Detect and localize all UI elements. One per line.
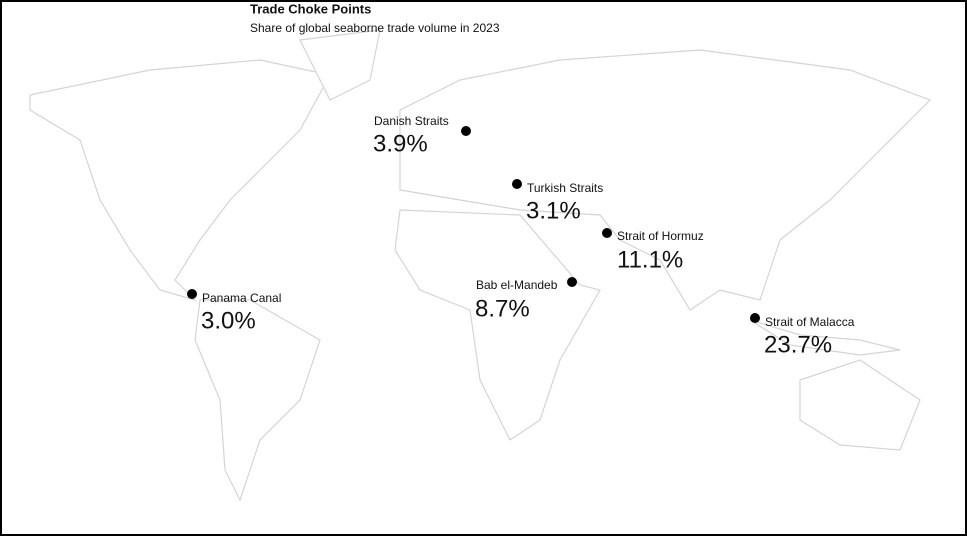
point-name: Strait of Malacca xyxy=(765,315,855,329)
indonesia xyxy=(749,319,901,356)
point-dot xyxy=(187,289,197,299)
point-dot xyxy=(461,126,471,136)
point-share: 3.9% xyxy=(373,130,428,157)
africa xyxy=(394,209,601,441)
point-name: Bab el-Mandeb xyxy=(476,278,558,292)
north-america xyxy=(29,59,331,302)
point-dot xyxy=(750,313,760,323)
point-share: 3.1% xyxy=(526,197,581,224)
south-america xyxy=(194,299,321,502)
point-name: Turkish Straits xyxy=(527,181,603,195)
point-share: 3.0% xyxy=(201,307,256,334)
australia xyxy=(799,359,921,451)
point-dot xyxy=(512,179,522,189)
greenland xyxy=(299,29,381,101)
point-dot xyxy=(567,277,577,287)
point-name: Panama Canal xyxy=(202,291,281,305)
title: Trade Choke Points xyxy=(250,1,371,16)
point-name: Strait of Hormuz xyxy=(617,229,704,243)
point-dot xyxy=(602,228,612,238)
point-share: 8.7% xyxy=(475,295,530,322)
point-name: Danish Straits xyxy=(374,114,449,128)
land xyxy=(29,29,932,502)
subtitle: Share of global seaborne trade volume in… xyxy=(250,21,500,35)
point-share: 11.1% xyxy=(617,246,683,273)
eurasia xyxy=(399,49,932,311)
point-share: 23.7% xyxy=(764,331,832,358)
